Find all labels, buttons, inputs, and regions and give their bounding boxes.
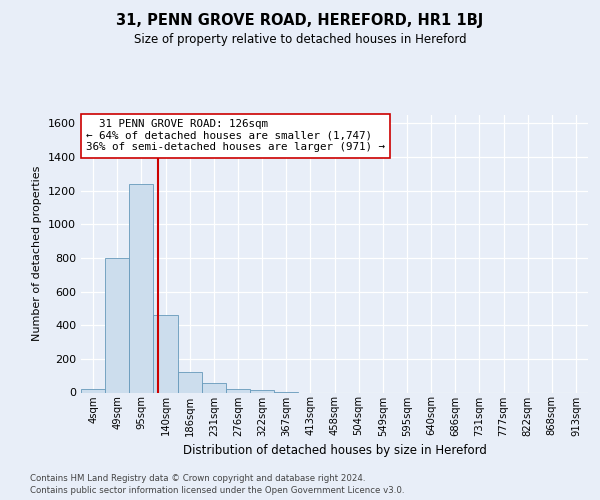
Bar xyxy=(202,383,226,392)
Text: 31, PENN GROVE ROAD, HEREFORD, HR1 1BJ: 31, PENN GROVE ROAD, HEREFORD, HR1 1BJ xyxy=(116,12,484,28)
Y-axis label: Number of detached properties: Number of detached properties xyxy=(32,166,43,342)
Text: 31 PENN GROVE ROAD: 126sqm
← 64% of detached houses are smaller (1,747)
36% of s: 31 PENN GROVE ROAD: 126sqm ← 64% of deta… xyxy=(86,119,385,152)
Text: Size of property relative to detached houses in Hereford: Size of property relative to detached ho… xyxy=(134,32,466,46)
Bar xyxy=(178,372,202,392)
Bar xyxy=(226,390,250,392)
Bar xyxy=(81,389,105,392)
Bar xyxy=(154,315,178,392)
Bar xyxy=(250,390,274,392)
Bar xyxy=(129,184,154,392)
Bar xyxy=(105,258,129,392)
X-axis label: Distribution of detached houses by size in Hereford: Distribution of detached houses by size … xyxy=(182,444,487,457)
Text: Contains HM Land Registry data © Crown copyright and database right 2024.
Contai: Contains HM Land Registry data © Crown c… xyxy=(30,474,404,495)
